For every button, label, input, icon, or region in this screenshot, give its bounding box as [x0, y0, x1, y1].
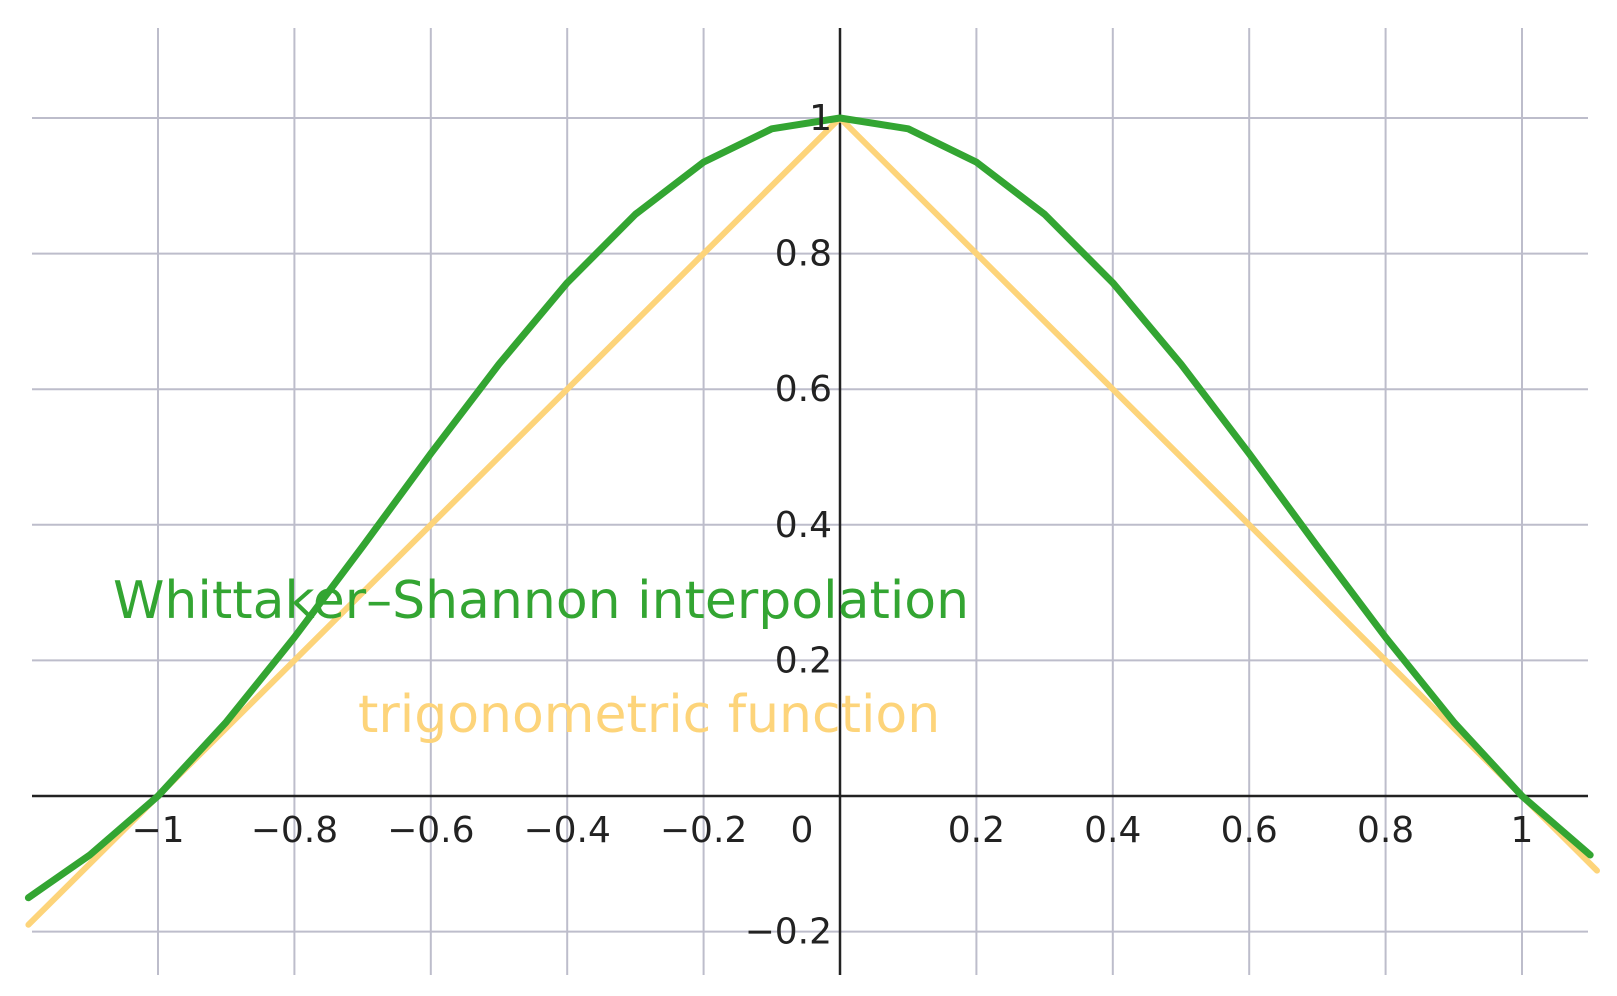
x-tick-label: −0.8 [251, 810, 338, 851]
y-tick-label: 1 [809, 98, 832, 139]
x-tick-label: 0.4 [1084, 810, 1141, 851]
y-tick-label: 0.8 [775, 234, 832, 275]
x-tick-label: 0.6 [1221, 810, 1278, 851]
x-tick-label: 1 [1511, 810, 1534, 851]
x-tick-label: 0.8 [1357, 810, 1414, 851]
x-tick-label: −0.4 [523, 810, 610, 851]
y-tick-label: 0.6 [775, 369, 832, 410]
x-tick-label: −0.6 [387, 810, 474, 851]
y-tick-label: −0.2 [745, 912, 832, 953]
x-tick-label: 0 [791, 810, 814, 851]
series-label-whittaker-shannon: Whittaker–Shannon interpolation [113, 571, 969, 631]
x-tick-label: −0.2 [660, 810, 747, 851]
x-tick-label: 0.2 [948, 810, 1005, 851]
axes [32, 28, 1588, 975]
y-tick-label: 0.4 [775, 505, 832, 546]
y-tick-label: 0.2 [775, 640, 832, 681]
series-line-0 [24, 114, 1594, 902]
tick-labels: −1 −0.8 −0.6 −0.4 −0.2 0 0.2 0.4 0.6 0.8 1 −0.2 0.2 0… [131, 98, 1533, 953]
series-label-trigonometric-function: trigonometric function [358, 685, 940, 745]
x-tick-label: −1 [131, 810, 184, 851]
series-lines [24, 114, 1600, 928]
